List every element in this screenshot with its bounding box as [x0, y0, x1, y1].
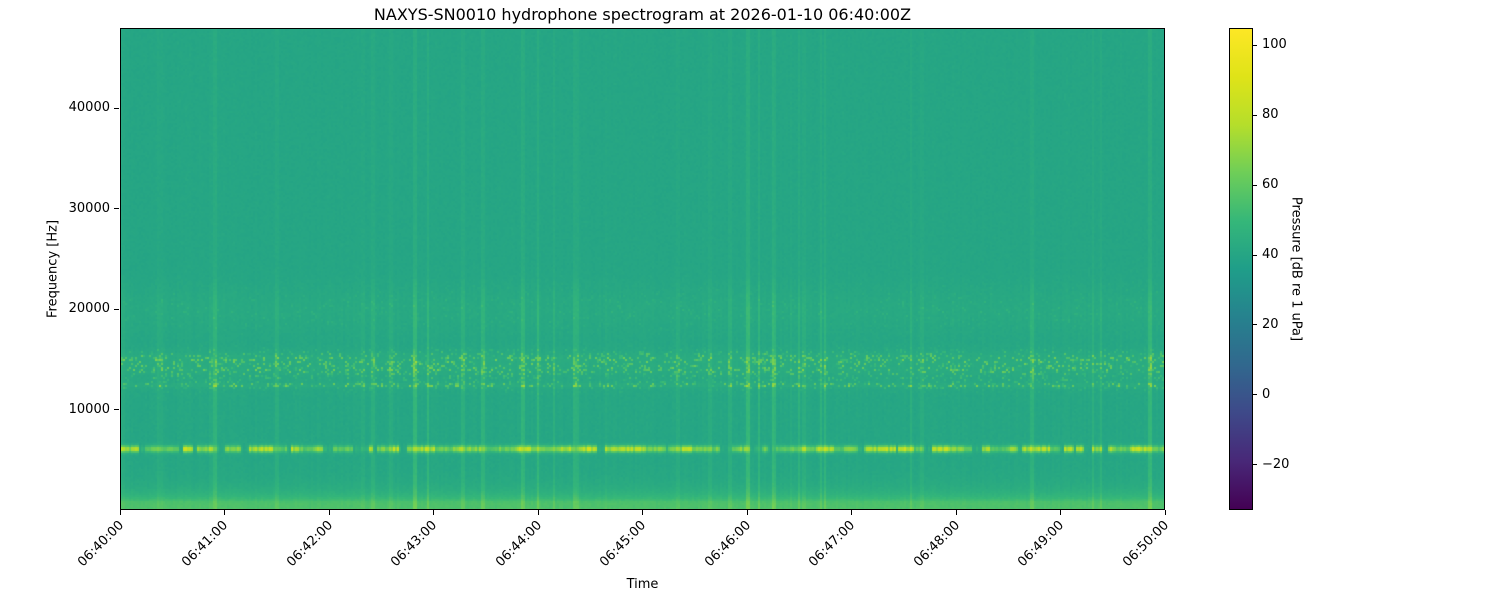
x-tick-label: 06:48:00 — [910, 518, 963, 570]
x-tick-mark — [224, 510, 225, 515]
y-tick-mark — [114, 208, 119, 210]
x-tick-mark — [119, 510, 121, 515]
chart-title: NAXYS-SN0010 hydrophone spectrogram at 2… — [373, 5, 912, 24]
colorbar-tick-mark — [1253, 394, 1257, 396]
x-tick-label: 06:42:00 — [283, 518, 336, 570]
colorbar-tick-label: 20 — [1262, 316, 1279, 332]
spectrogram-heatmap — [121, 29, 1164, 509]
x-tick-label: 06:40:00 — [74, 518, 127, 570]
x-tick-mark — [955, 510, 957, 515]
colorbar-tick-label: 80 — [1262, 107, 1279, 123]
colorbar-tick-mark — [1253, 254, 1257, 256]
colorbar-label-text: Pressure [dB re 1 uPa] — [1288, 196, 1304, 342]
colorbar-tick-mark — [1253, 324, 1257, 326]
x-tick-mark — [851, 510, 852, 515]
x-tick-label: 06:41:00 — [179, 518, 232, 570]
y-tick-mark — [114, 107, 119, 109]
x-tick-label: 06:43:00 — [388, 518, 441, 570]
y-tick-label: 10000 — [68, 401, 110, 417]
plot-area — [120, 28, 1165, 510]
colorbar-tick-label: 0 — [1262, 386, 1271, 402]
colorbar-tick-label: 100 — [1262, 37, 1287, 53]
x-tick-mark — [537, 510, 539, 515]
colorbar-tick-label: −20 — [1262, 456, 1290, 472]
x-tick-label: 06:50:00 — [1119, 518, 1172, 570]
colorbar-tick-label: 40 — [1262, 247, 1279, 263]
x-axis-label: Time — [626, 577, 659, 592]
x-tick-label: 06:45:00 — [597, 518, 650, 570]
colorbar — [1229, 28, 1253, 510]
colorbar-tick-mark — [1253, 44, 1257, 46]
x-tick-mark — [1164, 510, 1166, 515]
x-tick-label: 06:47:00 — [806, 518, 859, 570]
x-tick-label: 06:46:00 — [701, 518, 754, 570]
colorbar-tick-label: 60 — [1262, 177, 1279, 193]
x-tick-mark — [746, 510, 748, 515]
x-tick-label: 06:44:00 — [492, 518, 545, 570]
x-tick-mark — [328, 510, 330, 515]
colorbar-tick-mark — [1253, 114, 1257, 116]
y-tick-label: 20000 — [68, 301, 110, 317]
colorbar-tick-mark — [1253, 184, 1257, 186]
x-tick-mark — [642, 510, 643, 515]
colorbar-gradient — [1230, 29, 1252, 509]
y-tick-mark — [114, 308, 119, 310]
y-tick-label: 40000 — [68, 100, 110, 116]
x-tick-label: 06:49:00 — [1015, 518, 1068, 570]
x-tick-mark — [1060, 510, 1061, 515]
colorbar-tick-mark — [1253, 464, 1257, 466]
x-tick-mark — [433, 510, 434, 515]
y-tick-mark — [114, 409, 119, 411]
y-tick-label: 30000 — [68, 200, 110, 216]
